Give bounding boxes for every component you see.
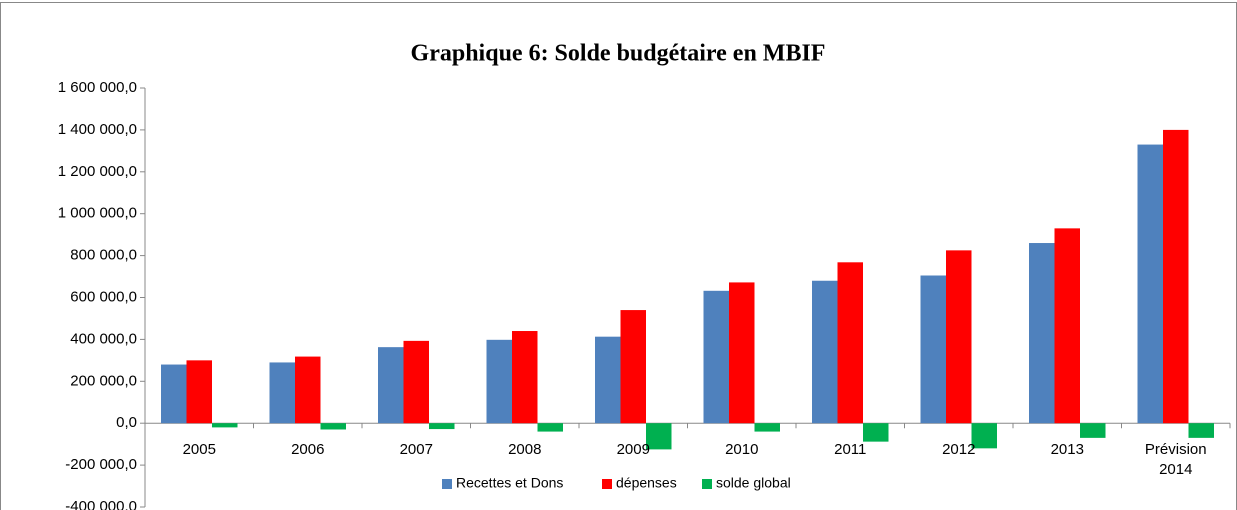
bar [1137,144,1163,424]
x-tick-label: 2006 [291,441,325,459]
y-tick-label: 600 000,0 [70,288,137,305]
x-tick-label: 2005 [182,441,216,459]
bar [971,423,997,449]
x-tick-label: 2009 [616,441,650,459]
bar [212,423,238,428]
bar [320,423,346,430]
chart-title: Graphique 6: Solde budgétaire en MBIF [411,41,826,67]
legend-swatch [602,479,612,489]
legend-label: solde global [716,475,791,491]
bar [512,331,538,424]
legend-label: dépenses [616,475,677,491]
y-tick-label: 0,0 [116,414,137,431]
bar [1163,129,1189,424]
x-tick-label: Prévision 2014 [1144,441,1207,479]
bar [537,423,563,432]
x-tick-label: 2007 [399,441,433,459]
y-tick-label: 1 600 000,0 [58,79,137,96]
bar [186,360,212,424]
bar [729,282,755,424]
x-tick-label: 2011 [834,441,867,459]
bar [161,364,187,424]
x-tick-label: 2012 [942,441,976,459]
y-tick-label: 800 000,0 [70,247,137,264]
y-tick-label: 1 400 000,0 [58,121,137,138]
bar [646,423,672,450]
bar [920,275,946,424]
y-tick-label: 1 000 000,0 [58,205,137,222]
x-tick-label: 2010 [725,441,759,459]
x-tick-label: 2013 [1050,441,1084,459]
bar [863,423,889,442]
bar [1188,423,1214,438]
legend-swatch [442,479,452,489]
bar [946,250,972,424]
bar [403,340,429,424]
bar [486,339,512,424]
legend-swatch [702,479,712,489]
bar [703,290,729,424]
bar [295,356,321,424]
bar [1054,228,1080,424]
bar [812,280,838,424]
y-tick-label: 400 000,0 [70,330,137,347]
bar [595,336,621,424]
bar [269,362,295,424]
bar [620,310,646,424]
bar [429,423,455,430]
bar [1029,243,1055,424]
bar [1080,423,1106,438]
y-tick-label: 200 000,0 [70,372,137,389]
bar [754,423,780,432]
y-tick-label: -400 000,0 [65,498,137,510]
y-tick-label: -200 000,0 [65,456,137,473]
x-tick-label: 2008 [508,441,542,459]
bar [378,347,404,424]
y-tick-label: 1 200 000,0 [58,163,137,180]
legend-label: Recettes et Dons [456,475,563,491]
bar [837,262,863,424]
